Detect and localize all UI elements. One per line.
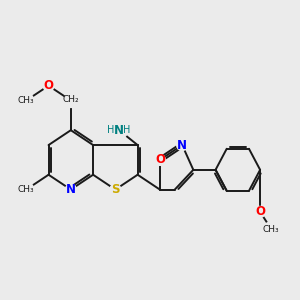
Circle shape xyxy=(110,184,121,195)
Circle shape xyxy=(110,122,128,139)
Text: CH₃: CH₃ xyxy=(263,225,280,234)
Text: O: O xyxy=(44,79,54,92)
Circle shape xyxy=(43,80,54,91)
Circle shape xyxy=(264,222,279,237)
Circle shape xyxy=(177,140,188,151)
Text: H: H xyxy=(107,125,115,135)
Circle shape xyxy=(255,206,266,217)
Text: O: O xyxy=(155,153,165,167)
Circle shape xyxy=(19,93,34,108)
Text: N: N xyxy=(177,139,187,152)
Text: N: N xyxy=(66,183,76,196)
Text: CH₃: CH₃ xyxy=(18,185,34,194)
Text: S: S xyxy=(111,183,120,196)
Text: CH₃: CH₃ xyxy=(18,96,34,105)
Circle shape xyxy=(154,154,165,165)
Text: O: O xyxy=(255,206,265,218)
Circle shape xyxy=(19,182,34,197)
Text: N: N xyxy=(114,124,124,137)
Text: CH₂: CH₂ xyxy=(62,95,79,104)
Circle shape xyxy=(65,184,76,195)
Circle shape xyxy=(64,94,78,107)
Text: H: H xyxy=(123,125,131,135)
